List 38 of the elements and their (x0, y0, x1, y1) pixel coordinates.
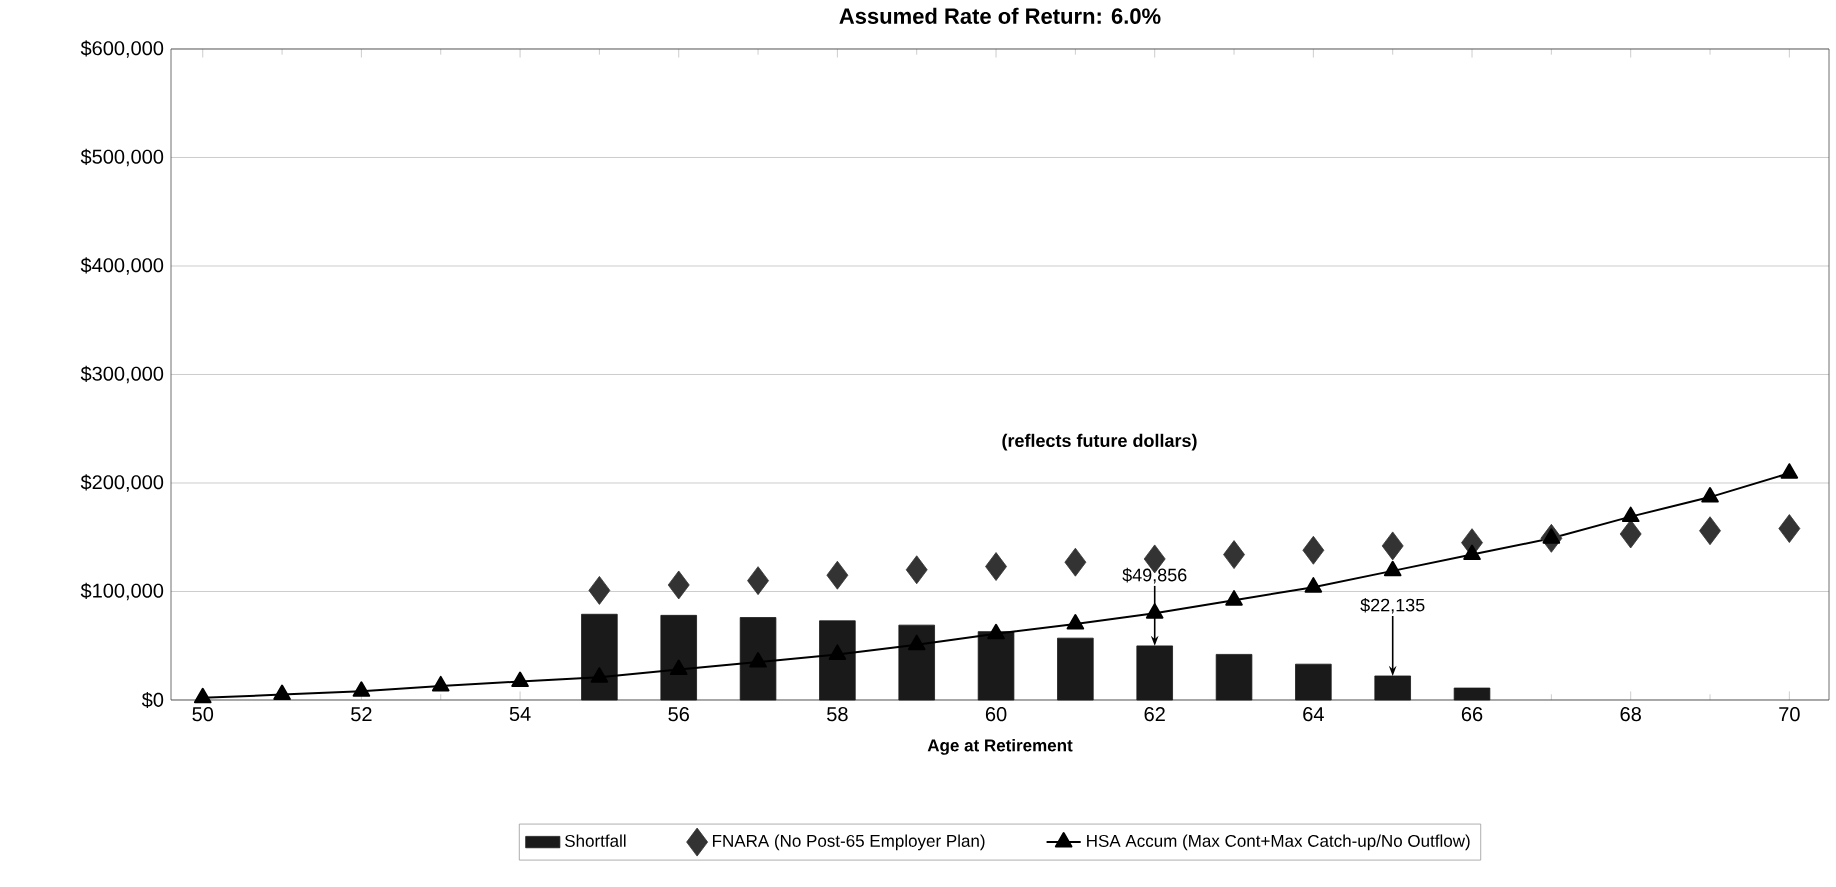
y-tick-label: $500,000 (80, 148, 164, 167)
bar (1057, 637, 1094, 701)
bar (660, 614, 697, 701)
x-tick-label: 68 (1620, 707, 1641, 722)
bar (1215, 654, 1253, 701)
bar (1453, 687, 1491, 701)
bar (898, 624, 935, 701)
x-tick-label: 64 (1303, 707, 1324, 722)
y-tick-label: $100,000 (80, 582, 164, 601)
annotation: (reflects future dollars) (1002, 433, 1197, 451)
y-tick-label: $400,000 (80, 257, 164, 275)
y-tick-label: $600,000 (80, 40, 164, 58)
annotation: $22,135 (1360, 597, 1425, 614)
x-tick-label: 58 (827, 707, 848, 722)
x-tick-label: 52 (351, 707, 372, 722)
bar (581, 613, 618, 701)
bar (1136, 645, 1173, 701)
bar (1295, 663, 1332, 701)
annotation: $49,856 (1122, 567, 1187, 584)
x-axis-title: Age at Retirement (927, 738, 1073, 755)
bar (977, 631, 1015, 701)
x-tick-label: 66 (1461, 707, 1483, 722)
bar (1374, 675, 1411, 701)
x-tick-label: 50 (192, 707, 214, 722)
x-tick-label: 56 (668, 707, 689, 722)
legend-label: FNARA (No Post-65 Employer Plan) (712, 834, 985, 851)
x-tick-label: 54 (509, 707, 531, 721)
y-tick-label: $200,000 (80, 474, 164, 492)
x-tick-label: 62 (1144, 707, 1165, 722)
chart-title: Assumed Rate of Return: 6.0% (839, 7, 1161, 24)
x-tick-label: 70 (1779, 707, 1800, 722)
x-tick-label: 60 (985, 707, 1007, 722)
bar (819, 620, 856, 701)
legend-label: HSA Accum (Max Cont+Max Catch-up/No Outflow) (1087, 834, 1470, 851)
y-tick-label: $300,000 (80, 365, 164, 384)
legend-label: Shortfall (565, 834, 626, 847)
y-tick-label: $0 (141, 691, 164, 709)
bar (739, 617, 777, 701)
